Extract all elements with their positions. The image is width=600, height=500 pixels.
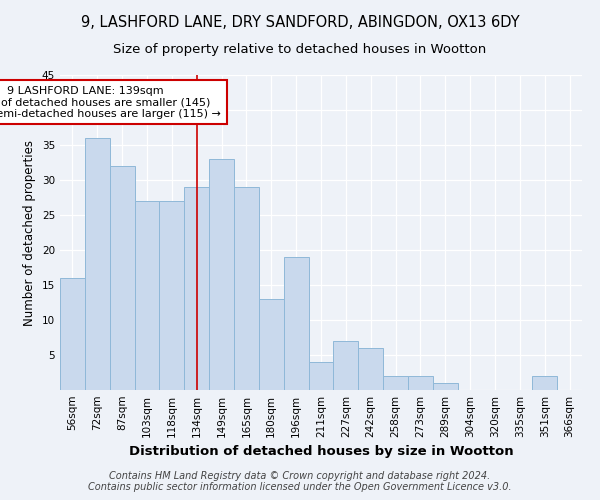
X-axis label: Distribution of detached houses by size in Wootton: Distribution of detached houses by size … (128, 446, 514, 458)
Bar (383, 376, 408, 390)
Bar (532, 376, 557, 390)
Y-axis label: Number of detached properties: Number of detached properties (23, 140, 37, 326)
Bar (85, 138, 110, 390)
Bar (110, 166, 134, 390)
Text: 9 LASHFORD LANE: 139sqm
← 56% of detached houses are smaller (145)
44% of semi-d: 9 LASHFORD LANE: 139sqm ← 56% of detache… (0, 86, 221, 118)
Bar (134, 201, 160, 390)
Bar (334, 341, 358, 390)
Bar (408, 376, 433, 390)
Bar (433, 383, 458, 390)
Bar (308, 362, 334, 390)
Bar (60, 278, 85, 390)
Bar (160, 201, 184, 390)
Bar (259, 299, 284, 390)
Bar (184, 187, 209, 390)
Text: 9, LASHFORD LANE, DRY SANDFORD, ABINGDON, OX13 6DY: 9, LASHFORD LANE, DRY SANDFORD, ABINGDON… (80, 15, 520, 30)
Bar (358, 348, 383, 390)
Text: Size of property relative to detached houses in Wootton: Size of property relative to detached ho… (113, 42, 487, 56)
Bar (209, 159, 234, 390)
Bar (284, 257, 308, 390)
Bar (234, 187, 259, 390)
Text: Contains HM Land Registry data © Crown copyright and database right 2024.
Contai: Contains HM Land Registry data © Crown c… (88, 471, 512, 492)
